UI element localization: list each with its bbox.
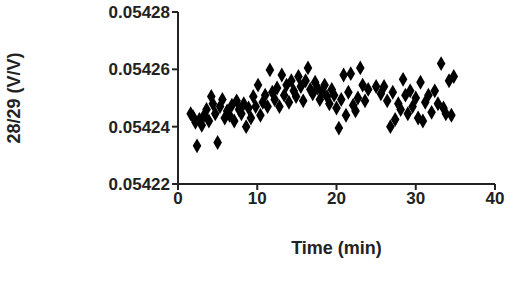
svg-text:0.05424: 0.05424 — [109, 118, 171, 137]
svg-text:20: 20 — [327, 189, 346, 208]
svg-text:0: 0 — [173, 189, 182, 208]
svg-text:0.05422: 0.05422 — [109, 175, 170, 194]
svg-text:40: 40 — [486, 189, 505, 208]
svg-text:0.05428: 0.05428 — [109, 3, 170, 22]
svg-text:30: 30 — [406, 189, 425, 208]
svg-text:0.05426: 0.05426 — [109, 60, 170, 79]
svg-text:10: 10 — [248, 189, 267, 208]
svg-text:28/29 (V/V): 28/29 (V/V) — [8, 52, 24, 143]
svg-text:Time (min): Time (min) — [291, 238, 382, 258]
